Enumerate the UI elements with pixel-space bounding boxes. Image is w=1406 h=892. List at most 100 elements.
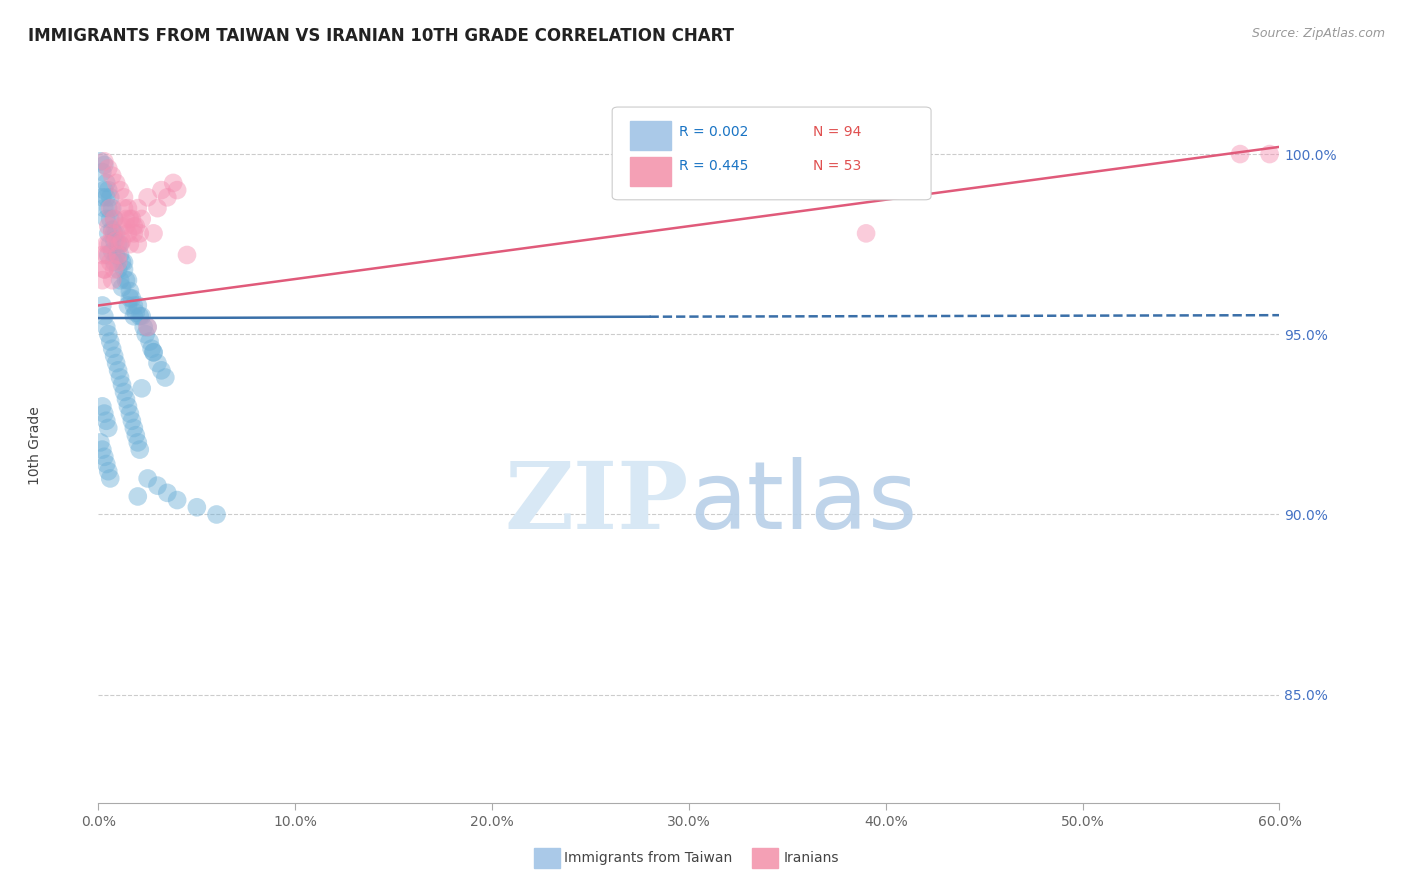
Point: [103, 262, 125, 277]
Point: [115, 219, 138, 234]
Point: [1258, 147, 1281, 161]
Point: [127, 237, 149, 252]
Point: [97, 219, 120, 234]
Text: Source: ZipAtlas.com: Source: ZipAtlas.com: [1251, 27, 1385, 40]
Point: [186, 500, 208, 515]
Point: [101, 169, 124, 183]
Point: [103, 234, 125, 248]
Bar: [630, 121, 671, 150]
Text: R = 0.002: R = 0.002: [679, 125, 749, 139]
Point: [117, 298, 139, 312]
Point: [162, 176, 184, 190]
Text: Iranians: Iranians: [783, 851, 838, 865]
Point: [107, 237, 129, 252]
Point: [89, 154, 111, 169]
Point: [98, 201, 121, 215]
Point: [122, 310, 145, 324]
Point: [97, 161, 120, 176]
Point: [115, 392, 138, 406]
Point: [105, 227, 128, 241]
Point: [127, 201, 149, 215]
Point: [98, 190, 121, 204]
Point: [101, 227, 124, 241]
Text: Immigrants from Taiwan: Immigrants from Taiwan: [564, 851, 733, 865]
Point: [128, 227, 150, 241]
Point: [117, 400, 139, 414]
Point: [112, 384, 135, 399]
Point: [112, 262, 135, 277]
Point: [117, 273, 139, 287]
Point: [118, 284, 141, 298]
Point: [131, 381, 153, 395]
Point: [142, 345, 165, 359]
Point: [103, 211, 125, 226]
Point: [115, 211, 138, 226]
Point: [98, 237, 121, 252]
Point: [117, 227, 139, 241]
Point: [176, 248, 198, 262]
Point: [128, 442, 150, 457]
Point: [127, 298, 149, 312]
Point: [125, 428, 148, 442]
Point: [97, 248, 120, 262]
Point: [107, 255, 129, 269]
Point: [103, 349, 125, 363]
Point: [146, 201, 169, 215]
Point: [107, 262, 129, 277]
Point: [93, 201, 115, 215]
Point: [118, 211, 141, 226]
Point: [146, 478, 169, 492]
Point: [103, 227, 125, 241]
Point: [91, 190, 114, 204]
Point: [112, 201, 135, 215]
Text: N = 53: N = 53: [813, 159, 862, 173]
Point: [156, 190, 179, 204]
Point: [855, 227, 877, 241]
Point: [166, 493, 188, 508]
Point: [155, 370, 177, 384]
Point: [108, 248, 131, 262]
Point: [96, 190, 118, 204]
Text: R = 0.445: R = 0.445: [679, 159, 749, 173]
Point: [135, 327, 157, 342]
Point: [205, 508, 228, 522]
Point: [93, 450, 115, 464]
Point: [138, 334, 160, 349]
Point: [97, 201, 120, 215]
Point: [97, 327, 120, 342]
Point: [108, 237, 131, 252]
Point: [112, 255, 135, 269]
Point: [96, 248, 118, 262]
Point: [91, 165, 114, 179]
Point: [105, 176, 128, 190]
Point: [136, 320, 159, 334]
Point: [101, 244, 124, 259]
Point: [93, 407, 115, 421]
Point: [103, 255, 125, 269]
Point: [103, 211, 125, 226]
Point: [91, 298, 114, 312]
Point: [96, 237, 118, 252]
Bar: [630, 157, 671, 186]
Point: [150, 363, 173, 377]
Point: [101, 273, 124, 287]
Point: [118, 237, 141, 252]
Point: [131, 211, 153, 226]
Point: [156, 486, 179, 500]
Point: [146, 356, 169, 370]
Point: [111, 219, 134, 234]
Point: [108, 183, 131, 197]
Point: [111, 255, 134, 269]
Point: [115, 273, 138, 287]
Point: [96, 457, 118, 471]
Point: [121, 211, 143, 226]
Point: [117, 201, 139, 215]
Point: [105, 356, 128, 370]
Point: [97, 421, 120, 435]
Point: [91, 400, 114, 414]
Point: [127, 435, 149, 450]
Point: [93, 183, 115, 197]
Text: N = 94: N = 94: [813, 125, 862, 139]
Point: [96, 320, 118, 334]
Point: [93, 310, 115, 324]
